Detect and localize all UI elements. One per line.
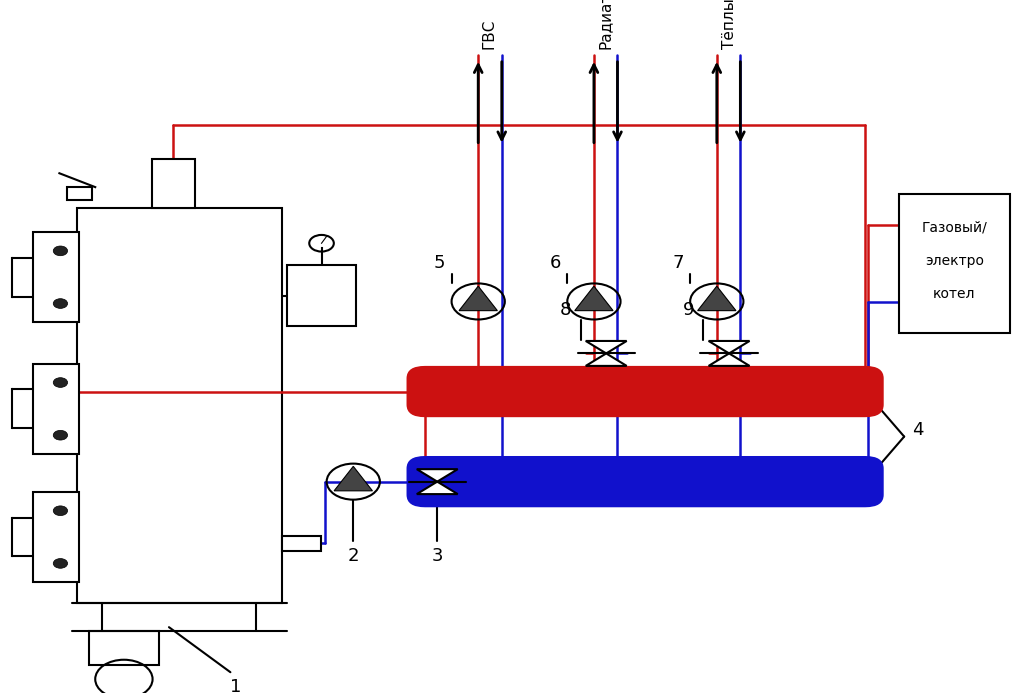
- FancyBboxPatch shape: [67, 187, 92, 200]
- Polygon shape: [697, 286, 736, 310]
- FancyBboxPatch shape: [33, 232, 79, 322]
- FancyBboxPatch shape: [152, 159, 195, 208]
- FancyBboxPatch shape: [33, 364, 79, 454]
- Text: 8: 8: [559, 301, 571, 319]
- FancyBboxPatch shape: [407, 366, 884, 417]
- Circle shape: [53, 506, 68, 516]
- Circle shape: [53, 378, 68, 387]
- Polygon shape: [709, 353, 750, 366]
- Polygon shape: [334, 466, 373, 491]
- Text: 3: 3: [431, 547, 443, 565]
- Text: 1: 1: [229, 678, 242, 693]
- Text: 2: 2: [347, 547, 359, 565]
- Text: 7: 7: [672, 254, 684, 272]
- Text: ГВС: ГВС: [482, 18, 497, 49]
- Text: Газовый/: Газовый/: [922, 220, 987, 234]
- Polygon shape: [417, 482, 458, 494]
- Text: котел: котел: [933, 287, 976, 301]
- FancyBboxPatch shape: [282, 536, 321, 551]
- FancyBboxPatch shape: [407, 456, 884, 507]
- FancyBboxPatch shape: [287, 265, 356, 326]
- Circle shape: [53, 430, 68, 440]
- FancyBboxPatch shape: [33, 492, 79, 582]
- FancyBboxPatch shape: [77, 208, 282, 603]
- Text: Радиаторы: Радиаторы: [599, 0, 613, 49]
- Polygon shape: [459, 286, 498, 310]
- Circle shape: [53, 246, 68, 256]
- FancyBboxPatch shape: [899, 194, 1010, 333]
- Text: 5: 5: [433, 254, 445, 272]
- Text: 4: 4: [912, 421, 924, 439]
- Polygon shape: [417, 469, 458, 482]
- FancyBboxPatch shape: [89, 631, 159, 665]
- Text: электро: электро: [925, 254, 984, 267]
- Polygon shape: [586, 341, 627, 353]
- Polygon shape: [709, 341, 750, 353]
- Circle shape: [53, 559, 68, 568]
- Circle shape: [53, 299, 68, 308]
- Polygon shape: [574, 286, 613, 310]
- Text: 9: 9: [682, 301, 694, 319]
- Text: Тёплый пол: Тёплый пол: [722, 0, 736, 49]
- Polygon shape: [586, 353, 627, 366]
- Text: 6: 6: [549, 254, 561, 272]
